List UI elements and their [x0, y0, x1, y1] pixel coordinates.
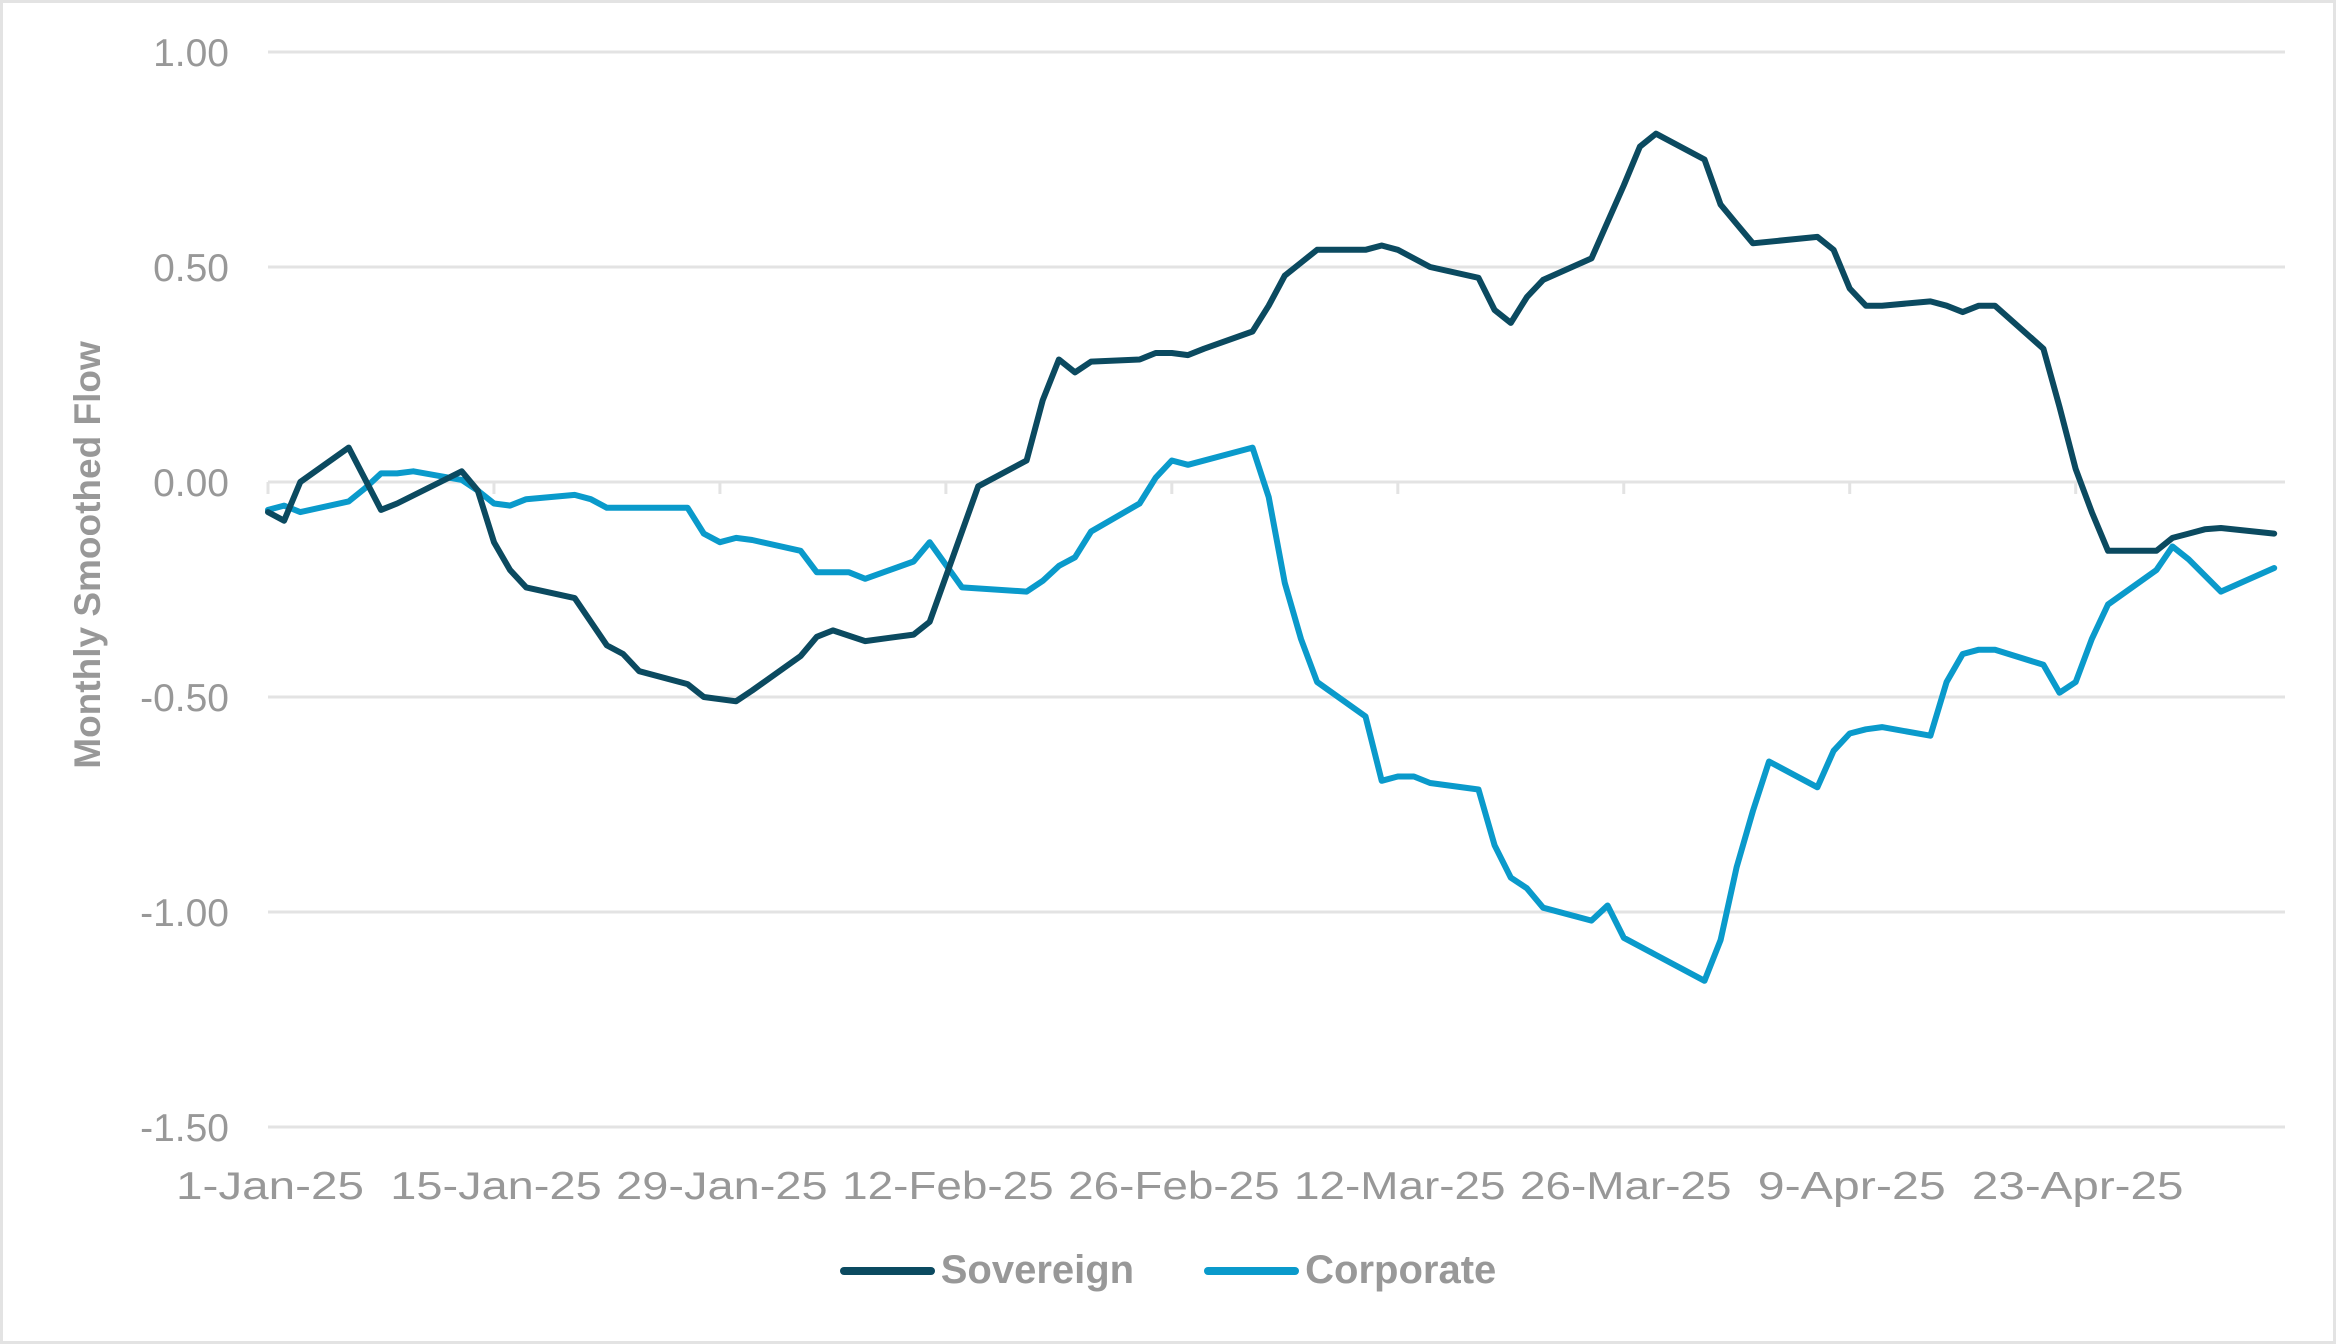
gridlines	[268, 50, 2285, 1129]
legend-item-corporate[interactable]: Corporate	[1204, 1248, 1496, 1293]
x-tick-label: 23-Apr-25	[1972, 1165, 2184, 1208]
y-tick-label: -1.00	[140, 892, 229, 935]
x-tick-label: 15-Jan-25	[390, 1165, 602, 1208]
x-axis-tick-labels: 1-Jan-25 15-Jan-25 29-Jan-25 12-Feb-25 26-Fe…	[176, 1165, 2183, 1208]
corporate-line-swatch-icon	[1204, 1266, 1300, 1275]
x-axis-tick-marks	[266, 482, 2078, 494]
series-line-corporate	[265, 444, 2278, 984]
series-line-sovereign	[265, 130, 2278, 705]
x-tick-label: 29-Jan-25	[616, 1165, 828, 1208]
x-tick-label: 9-Apr-25	[1758, 1165, 1946, 1208]
y-tick-label: -0.50	[140, 677, 229, 720]
legend-label: Corporate	[1305, 1248, 1497, 1292]
x-tick-label: 12-Mar-25	[1294, 1165, 1506, 1208]
y-tick-label: 0.50	[153, 247, 229, 290]
y-tick-label: 1.00	[153, 32, 229, 75]
x-tick-label: 26-Feb-25	[1068, 1165, 1280, 1208]
x-tick-label: 26-Mar-25	[1520, 1165, 1732, 1208]
x-tick-label: 1-Jan-25	[176, 1165, 364, 1208]
legend-item-sovereign[interactable]: Sovereign	[839, 1248, 1135, 1293]
y-tick-label: 0.00	[153, 462, 229, 505]
legend-label: Sovereign	[940, 1248, 1135, 1292]
y-axis-tick-labels: 1.00 0.50 0.00 -0.50 -1.00 -1.50	[140, 32, 229, 1150]
data-series	[265, 130, 2278, 984]
legend: Sovereign Corporate	[0, 1248, 2336, 1293]
sovereign-line-swatch-icon	[839, 1266, 935, 1275]
y-axis-title: Monthly Smoothed Flow	[67, 341, 108, 769]
y-tick-label: -1.50	[140, 1107, 229, 1150]
x-tick-label: 12-Feb-25	[842, 1165, 1054, 1208]
